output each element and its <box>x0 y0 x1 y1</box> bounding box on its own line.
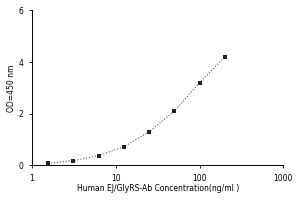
Point <box>46 162 51 165</box>
Point <box>147 130 152 133</box>
Point <box>172 110 177 113</box>
X-axis label: Human EJ/GlyRS-Ab Concentration(ng/ml ): Human EJ/GlyRS-Ab Concentration(ng/ml ) <box>76 184 239 193</box>
Y-axis label: OD=450 nm: OD=450 nm <box>7 64 16 112</box>
Point <box>222 55 227 59</box>
Point <box>122 145 126 148</box>
Point <box>71 159 76 162</box>
Point <box>197 81 202 84</box>
Point <box>96 154 101 157</box>
